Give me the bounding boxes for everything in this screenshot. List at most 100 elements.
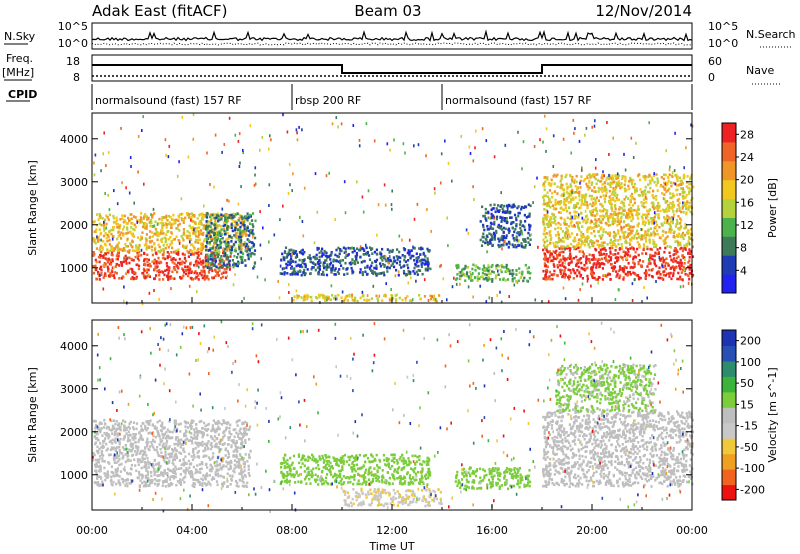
heatmap-cell: [627, 224, 631, 228]
heatmap-cell: [668, 251, 671, 255]
heatmap-cell: [215, 214, 219, 217]
heatmap-cell: [248, 248, 251, 251]
heatmap-cell: [651, 267, 654, 271]
heatmap-cell: [631, 209, 634, 212]
heatmap-cell: [558, 260, 561, 264]
heatmap-cell: [619, 186, 622, 190]
heatmap-cell: [685, 193, 688, 197]
heatmap-cell: [552, 257, 556, 260]
heatmap-cell: [617, 180, 620, 183]
heatmap-cell: [556, 256, 559, 260]
heatmap-cell: [524, 205, 527, 208]
heatmap-cell: [614, 211, 617, 214]
heatmap-cell: [568, 257, 572, 261]
heatmap-cell: [622, 201, 625, 205]
nave-label: Nave: [746, 64, 774, 77]
heatmap-cell: [545, 209, 548, 212]
heatmap-cell: [649, 247, 652, 251]
heatmap-cell: [406, 263, 409, 267]
heatmap-cell: [489, 203, 492, 207]
heatmap-cell: [691, 255, 694, 258]
heatmap-speck: [102, 152, 104, 156]
heatmap-cell: [642, 247, 645, 250]
heatmap-cell: [139, 238, 142, 242]
heatmap-cell: [584, 195, 587, 198]
heatmap-cell: [633, 208, 636, 212]
heatmap-cell: [252, 232, 255, 236]
heatmap-cell: [583, 240, 586, 244]
heatmap-cell: [145, 215, 148, 218]
heatmap-cell: [572, 198, 575, 201]
heatmap-cell: [236, 231, 239, 235]
heatmap-cell: [173, 442, 176, 446]
heatmap-cell: [143, 225, 146, 229]
heatmap-cell: [489, 225, 492, 228]
heatmap-speck: [516, 281, 519, 284]
heatmap-cell: [641, 193, 644, 196]
heatmap-cell: [570, 220, 573, 223]
heatmap-cell: [623, 204, 626, 208]
heatmap-cell: [115, 420, 118, 423]
heatmap-cell: [334, 273, 337, 276]
heatmap-speck: [264, 278, 266, 282]
heatmap-speck: [440, 152, 443, 156]
heatmap-cell: [337, 260, 340, 263]
heatmap-cell: [246, 212, 249, 215]
heatmap-cell: [407, 249, 410, 252]
heatmap-cell: [527, 231, 530, 235]
heatmap-cell: [293, 267, 296, 270]
heatmap-cell: [607, 215, 611, 218]
heatmap-cell: [483, 272, 487, 276]
heatmap-cell: [379, 272, 383, 275]
heatmap-speck: [377, 203, 380, 207]
heatmap-cell: [363, 298, 366, 302]
heatmap-cell: [210, 251, 213, 254]
heatmap-cell: [224, 248, 227, 251]
heatmap-cell: [95, 260, 98, 264]
heatmap-cell: [97, 238, 100, 242]
heatmap-cell: [590, 227, 593, 230]
heatmap-cell: [609, 215, 612, 219]
heatmap-cell: [151, 231, 154, 234]
heatmap-speck: [606, 121, 608, 124]
heatmap-cell: [595, 219, 598, 223]
heatmap-speck: [242, 148, 244, 152]
heatmap-speck: [277, 280, 279, 283]
heatmap-cell: [543, 233, 546, 236]
heatmap-cell: [253, 252, 256, 256]
heatmap-cell: [485, 219, 488, 222]
heatmap-speck: [407, 281, 410, 285]
heatmap-cell: [504, 227, 507, 231]
heatmap-cell: [601, 186, 604, 190]
heatmap-cell: [581, 250, 584, 254]
heatmap-cell: [129, 242, 132, 245]
heatmap-cell: [558, 251, 561, 255]
heatmap-cell: [686, 232, 689, 235]
heatmap-cell: [160, 221, 163, 225]
heatmap-cell: [127, 437, 130, 440]
heatmap-cell: [120, 264, 124, 267]
heatmap-cell: [253, 265, 256, 268]
heatmap-speck: [282, 204, 284, 208]
heatmap-cell: [309, 260, 313, 264]
heatmap-cell: [646, 247, 649, 251]
heatmap-cell: [230, 240, 233, 243]
heatmap-cell: [557, 232, 560, 236]
nsky-line: [91, 29, 693, 42]
heatmap-cell: [575, 274, 579, 278]
heatmap-cell: [222, 262, 225, 265]
heatmap-cell: [182, 221, 185, 224]
heatmap-cell: [496, 225, 499, 229]
heatmap-cell: [381, 263, 384, 266]
heatmap-cell: [490, 235, 493, 238]
heatmap-cell: [632, 266, 635, 269]
heatmap-cell: [210, 266, 213, 270]
heatmap-cell: [638, 243, 641, 246]
heatmap-cell: [214, 236, 217, 240]
heatmap-cell: [611, 246, 614, 250]
heatmap-cell: [555, 249, 558, 253]
heatmap-cell: [237, 243, 241, 247]
heatmap-speck: [365, 122, 368, 126]
heatmap-cell: [656, 271, 659, 274]
